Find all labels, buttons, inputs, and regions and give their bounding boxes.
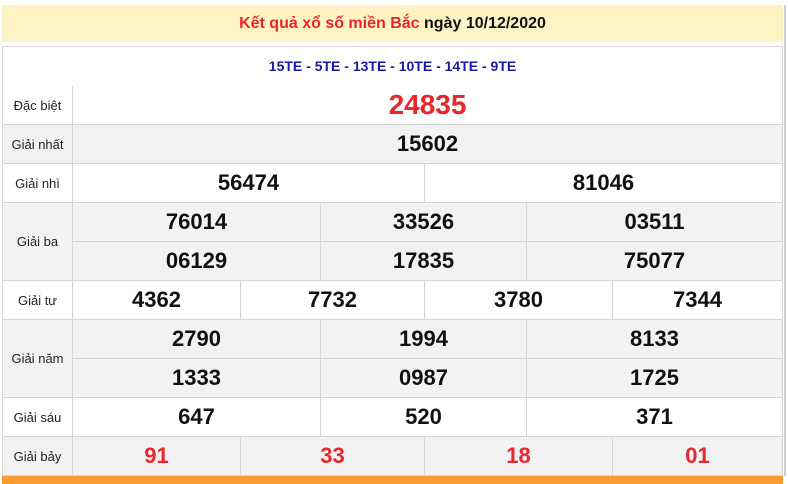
prize-number: 81046: [425, 164, 783, 203]
prize-label: Giải nhì: [2, 164, 73, 203]
prize-row-fourth: Giải tư 4362 7732 3780 7344: [2, 281, 783, 320]
prize-number: 7732: [241, 281, 425, 320]
prize-row-third: Giải ba 76014 33526 03511 06129 17835 75077: [2, 203, 783, 281]
prize-row-fifth: Giải năm 2790 1994 8133 1333 0987 1725: [2, 320, 783, 398]
prize-number: 91: [73, 437, 241, 476]
prize-label: Giải bảy: [2, 437, 73, 476]
title-text: Kết quả xổ số miền Bắc: [239, 15, 420, 32]
prize-row-seventh: Giải bảy 91 33 18 01: [2, 437, 783, 476]
footer-bar: [2, 476, 783, 484]
prize-label: Giải tư: [2, 281, 73, 320]
prize-number: 1994: [321, 320, 527, 359]
prize-number: 18: [425, 437, 613, 476]
prize-number: 7344: [613, 281, 783, 320]
prize-label: Giải ba: [2, 203, 73, 281]
special-codes: 15TE - 5TE - 13TE - 10TE - 14TE - 9TE: [2, 46, 783, 87]
prize-number: 33: [241, 437, 425, 476]
prize-number: 06129: [73, 242, 321, 281]
prize-number: 3780: [425, 281, 613, 320]
prize-label: Giải năm: [2, 320, 73, 398]
prize-number: 33526: [321, 203, 527, 242]
scrollbar[interactable]: [784, 5, 786, 476]
prize-number: 4362: [73, 281, 241, 320]
results-title: Kết quả xổ số miền Bắc ngày 10/12/2020: [2, 5, 783, 42]
prize-number: 1725: [527, 359, 783, 398]
prize-number: 76014: [73, 203, 321, 242]
prize-number: 2790: [73, 320, 321, 359]
prize-number: 15602: [73, 125, 783, 164]
prize-number: 1333: [73, 359, 321, 398]
prize-label: Giải sáu: [2, 398, 73, 437]
prize-number: 647: [73, 398, 321, 437]
prize-number: 371: [527, 398, 783, 437]
prize-number: 24835: [73, 86, 783, 125]
title-date: ngày 10/12/2020: [424, 15, 546, 32]
prize-row-first: Giải nhất 15602: [2, 125, 783, 164]
prize-number: 75077: [527, 242, 783, 281]
prize-row-sixth: Giải sáu 647 520 371: [2, 398, 783, 437]
prize-number: 8133: [527, 320, 783, 359]
prize-label: Đặc biệt: [2, 86, 73, 125]
prize-number: 56474: [73, 164, 425, 203]
prize-number: 03511: [527, 203, 783, 242]
prize-row-second: Giải nhì 56474 81046: [2, 164, 783, 203]
prize-label: Giải nhất: [2, 125, 73, 164]
prize-number: 520: [321, 398, 527, 437]
prize-number: 0987: [321, 359, 527, 398]
prize-number: 17835: [321, 242, 527, 281]
prize-row-special: Đặc biệt 24835: [2, 86, 783, 125]
prize-number: 01: [613, 437, 783, 476]
